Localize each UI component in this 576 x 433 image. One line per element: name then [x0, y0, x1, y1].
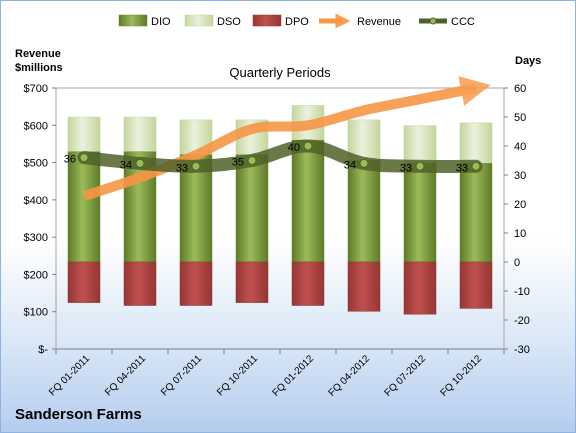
right-tick-label: 10 — [514, 228, 526, 240]
bar-dpo — [403, 261, 437, 315]
legend-label: CCC — [451, 16, 475, 28]
legend-swatch-dpo — [252, 14, 282, 27]
bar-dso — [67, 116, 101, 153]
legend-swatch-dio — [118, 14, 148, 27]
right-tick-label: -30 — [514, 344, 530, 356]
right-axis-ticks: -30 -20 -10 0 10 20 30 40 50 60 — [504, 83, 530, 356]
chart-title: Quarterly Periods — [229, 65, 331, 80]
left-tick-label: $400 — [24, 195, 48, 207]
left-axis-label-line2: $millions — [15, 62, 63, 74]
ccc-marker — [359, 158, 369, 168]
left-tick-label: $- — [38, 344, 48, 356]
ccc-data-label: 34 — [344, 159, 356, 171]
left-tick-label: $500 — [24, 158, 48, 170]
right-tick-label: 40 — [514, 141, 526, 153]
category-label: FQ 10-2011 — [215, 353, 260, 398]
ccc-marker — [303, 141, 313, 151]
right-tick-label: -10 — [514, 286, 530, 298]
bar-dio — [67, 151, 101, 263]
category-labels: FQ 01-2011 FQ 04-2011 FQ 07-2011 FQ 10-2011… — [47, 353, 484, 399]
ccc-line — [77, 139, 483, 174]
left-tick-label: $300 — [24, 232, 48, 244]
bar-series — [67, 105, 493, 315]
ccc-marker — [415, 161, 425, 171]
category-label: FQ 07-2012 — [383, 353, 429, 399]
bar-dpo — [459, 261, 493, 309]
legend-label: DSO — [217, 16, 241, 28]
bar-dpo — [347, 261, 381, 312]
ccc-marker — [135, 158, 145, 168]
ccc-data-label: 34 — [120, 159, 132, 171]
category-label: FQ 04-2011 — [103, 353, 148, 398]
ccc-data-label: 33 — [176, 162, 188, 174]
right-tick-label: 30 — [514, 170, 526, 182]
revenue-line — [82, 76, 491, 201]
bar-dso — [459, 122, 493, 164]
plot-area — [55, 87, 505, 354]
brand-label: Sanderson Farms — [15, 406, 142, 423]
ccc-marker — [471, 161, 481, 171]
bar-dso — [403, 125, 437, 164]
right-tick-label: 50 — [514, 112, 526, 124]
chart-legend: DIO DSO DPO Revenue CCC — [118, 13, 475, 29]
ccc-data-label: 33 — [456, 162, 468, 174]
bar-dpo — [123, 261, 157, 306]
left-axis-label-line1: Revenue — [15, 48, 61, 60]
bar-dio — [459, 163, 493, 263]
bar-dso — [123, 116, 157, 153]
legend-label: DPO — [285, 16, 309, 28]
legend-marker-ccc — [429, 17, 437, 25]
right-tick-label: -20 — [514, 315, 530, 327]
bar-dpo — [291, 261, 325, 306]
left-tick-label: $100 — [24, 307, 48, 319]
ccc-data-label: 33 — [400, 162, 412, 174]
legend-label: Revenue — [357, 16, 401, 28]
bar-dio — [291, 139, 325, 263]
ccc-data-label: 36 — [64, 154, 76, 166]
bar-dpo — [179, 261, 213, 306]
left-tick-label: $700 — [24, 83, 48, 95]
legend-swatch-dso — [184, 14, 214, 27]
category-label: FQ 04-2012 — [327, 353, 373, 399]
ccc-marker — [191, 161, 201, 171]
left-tick-label: $200 — [24, 269, 48, 281]
ccc-marker — [247, 156, 257, 165]
category-label: FQ 01-2012 — [271, 353, 317, 399]
bar-dpo — [235, 261, 269, 303]
right-tick-label: 0 — [514, 257, 520, 269]
legend-label: DIO — [151, 16, 171, 28]
bar-dio — [235, 154, 269, 263]
bar-dio — [347, 160, 381, 263]
category-label: FQ 01-2011 — [47, 353, 92, 398]
bar-dio — [403, 163, 437, 263]
bar-dpo — [67, 261, 101, 303]
ccc-series: 36 34 33 35 40 34 33 33 — [64, 139, 483, 174]
right-tick-label: 60 — [514, 83, 526, 95]
ccc-data-label: 35 — [232, 157, 244, 169]
revenue-series — [82, 76, 491, 201]
category-label: FQ 10-2012 — [439, 353, 485, 399]
category-label: FQ 07-2011 — [159, 353, 204, 398]
left-axis-ticks: $- $100 $200 $300 $400 $500 $600 $700 — [24, 83, 56, 356]
ccc-data-label: 40 — [288, 142, 300, 154]
right-tick-label: 20 — [514, 199, 526, 211]
right-axis-label: Days — [515, 55, 541, 67]
ccc-marker — [79, 153, 89, 163]
left-tick-label: $600 — [24, 120, 48, 132]
